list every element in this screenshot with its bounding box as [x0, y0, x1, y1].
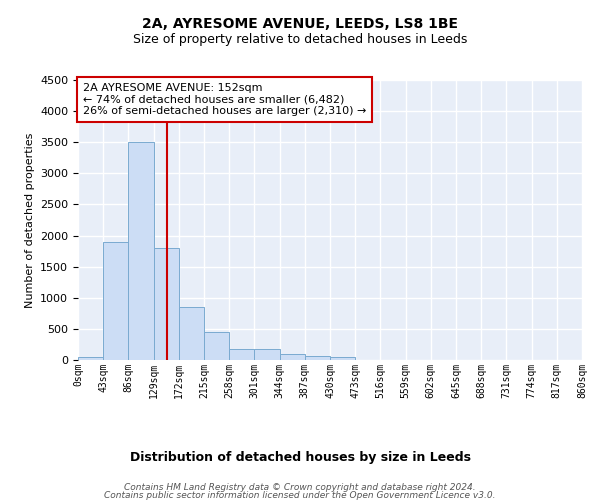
Text: Contains public sector information licensed under the Open Government Licence v3: Contains public sector information licen… [104, 490, 496, 500]
Bar [280, 354, 305, 360]
Text: Size of property relative to detached houses in Leeds: Size of property relative to detached ho… [133, 32, 467, 46]
Bar [305, 356, 330, 360]
Bar [204, 332, 229, 360]
Text: 2A AYRESOME AVENUE: 152sqm
← 74% of detached houses are smaller (6,482)
26% of s: 2A AYRESOME AVENUE: 152sqm ← 74% of deta… [83, 83, 367, 116]
Y-axis label: Number of detached properties: Number of detached properties [25, 132, 35, 308]
Bar [128, 142, 154, 360]
Bar [254, 350, 280, 360]
Bar [330, 357, 355, 360]
Bar [229, 350, 254, 360]
Text: Contains HM Land Registry data © Crown copyright and database right 2024.: Contains HM Land Registry data © Crown c… [124, 483, 476, 492]
Bar [154, 248, 179, 360]
Text: Distribution of detached houses by size in Leeds: Distribution of detached houses by size … [130, 451, 470, 464]
Text: 2A, AYRESOME AVENUE, LEEDS, LS8 1BE: 2A, AYRESOME AVENUE, LEEDS, LS8 1BE [142, 18, 458, 32]
Bar [103, 242, 128, 360]
Bar [179, 307, 204, 360]
Bar [78, 357, 103, 360]
